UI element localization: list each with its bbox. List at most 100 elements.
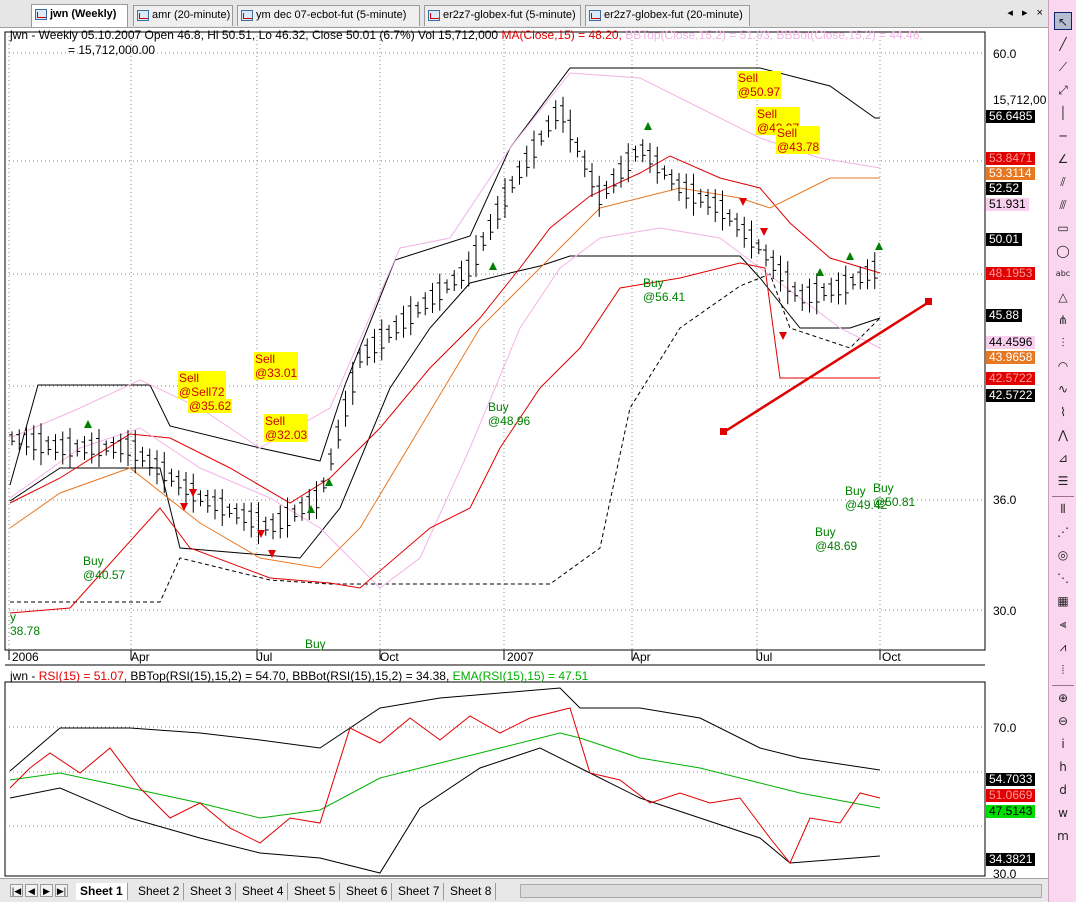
price-header-wrap: = 15,712,000.00 — [68, 43, 156, 57]
tab-ym-dec07[interactable]: ym dec 07-ecbot-fut (5-minute) — [237, 5, 420, 26]
first-sheet-button[interactable]: |◀ — [10, 884, 23, 897]
zoom-out-icon[interactable]: ⊖ — [1057, 714, 1069, 728]
sheet-tab-bar: |◀ ◀ ▶ ▶| Sheet 1 Sheet 2 Sheet 3 Sheet … — [0, 878, 1048, 902]
period-h-icon[interactable]: h — [1059, 760, 1067, 774]
tab-sheet-1[interactable]: Sheet 1 — [76, 883, 128, 900]
extended-line-icon[interactable]: ⤢ — [1058, 83, 1068, 97]
horizontal-line-icon[interactable]: ─ — [1059, 129, 1067, 143]
ray-icon[interactable]: ⟋ — [1058, 60, 1068, 74]
price-value-label: 52.52 — [986, 182, 1023, 195]
rsi-pane-header: jwn - RSI(15) = 51.07, BBTop(RSI(15),15,… — [10, 669, 980, 684]
rsi-ema-indicator-text: EMA(RSI(15),15) = 47.51 — [452, 669, 589, 683]
tab-jwn-weekly[interactable]: jwn (Weekly) — [31, 4, 128, 27]
price-value-label: 50.01 — [986, 233, 1023, 246]
bbbot-indicator-text: BBBot(Close,15,2) = 44.46, — [776, 28, 923, 42]
period-d-icon[interactable]: d — [1059, 783, 1067, 797]
pointer-icon[interactable]: ↖ — [1054, 12, 1072, 30]
horizontal-scrollbar[interactable] — [520, 884, 1042, 898]
fib-time-icon[interactable]: ⦀ — [1060, 502, 1066, 516]
cycle-icon[interactable]: ⌇ — [1060, 405, 1066, 419]
chart-canvas[interactable] — [0, 28, 1048, 878]
parallel-lines-icon[interactable]: ⫽ — [1060, 175, 1066, 189]
period-m-icon[interactable]: m — [1057, 829, 1069, 843]
tab-amr-20-minute[interactable]: amr (20-minute) — [133, 5, 233, 26]
vertical-line-icon[interactable]: │ — [1059, 106, 1067, 120]
prev-sheet-button[interactable]: ◀ — [25, 884, 38, 897]
price-axis-label: 30.0 — [993, 604, 1017, 618]
sell-signal-label: Sell @33.01 — [254, 352, 299, 380]
tab-sheet-2[interactable]: Sheet 2 — [134, 883, 185, 900]
rsi-line — [9, 707, 881, 864]
channel-icon[interactable]: ⫻ — [1059, 198, 1067, 212]
tab-sheet-7[interactable]: Sheet 7 — [394, 883, 445, 900]
triangle-icon[interactable]: △ — [1058, 290, 1068, 304]
trend-line-handle — [720, 428, 727, 435]
chart-area[interactable]: jwn - Weekly 05.10.2007 Open 46.8, Hi 50… — [0, 28, 1050, 881]
fib-fan-icon[interactable]: ⋰ — [1057, 525, 1069, 539]
buy-arrow-icon — [816, 268, 824, 276]
fib-arc-icon[interactable]: ◎ — [1057, 548, 1069, 562]
sell-signal-label: Sell @32.03 — [264, 414, 309, 442]
text-icon[interactable]: abc — [1055, 269, 1071, 278]
andrews-icon[interactable]: ⩘ — [1059, 640, 1067, 654]
cycle-lines-icon[interactable]: ⦙ — [1061, 663, 1065, 677]
tab-er2z7-5-minute[interactable]: er2z7-globex-fut (5-minute) — [424, 5, 581, 26]
price-value-label: 53.3114 — [986, 167, 1035, 180]
bollinger-bottom-line — [9, 227, 881, 589]
rsi-bbtop-indicator-text: BBTop(RSI(15),15,2) = 54.70, — [130, 669, 289, 683]
regression-icon[interactable]: ⊿ — [1057, 451, 1069, 465]
next-sheet-button[interactable]: ▶ — [40, 884, 53, 897]
buy-signal-label: Buy @48.96 — [488, 400, 531, 428]
arc-icon[interactable]: ◠ — [1057, 359, 1069, 373]
fan-icon[interactable]: ⫶ — [1061, 336, 1065, 350]
line-icon[interactable]: ╱ — [1059, 37, 1067, 51]
lower-channel-line — [10, 273, 881, 603]
price-pane-frame — [4, 31, 986, 651]
zigzag-icon[interactable]: ⋀ — [1058, 428, 1068, 442]
zoom-in-icon[interactable]: ⊕ — [1057, 691, 1069, 705]
buy-arrow-icon — [325, 478, 333, 486]
tab-er2z7-20-minute[interactable]: er2z7-globex-fut (20-minute) — [585, 5, 750, 26]
tab-scroll-close-controls[interactable]: ◂ ▸ × — [1007, 7, 1046, 19]
rsi-value-label: 34.3821 — [986, 853, 1036, 866]
tab-label: er2z7-globex-fut (20-minute) — [604, 9, 743, 21]
buy-signal-label: y 38.78 — [10, 610, 41, 638]
sell-arrow-icon — [760, 228, 768, 236]
period-i-icon[interactable]: i — [1061, 737, 1065, 751]
tab-sheet-5[interactable]: Sheet 5 — [290, 883, 341, 900]
tab-sheet-8[interactable]: Sheet 8 — [446, 883, 497, 900]
buy-signal-label: Buy — [305, 637, 326, 651]
date-axis-label: Apr — [632, 650, 651, 664]
sell-arrow-icon — [180, 503, 188, 511]
sell-signal-label: @35.62 — [188, 399, 233, 413]
last-sheet-button[interactable]: ▶| — [55, 884, 68, 897]
tab-sheet-4[interactable]: Sheet 4 — [238, 883, 289, 900]
bbtop-indicator-text: BBTop(Close,15,2) = 51.93, — [625, 28, 773, 42]
date-axis-label: 2007 — [507, 650, 534, 664]
gann-square-icon[interactable]: ▦ — [1057, 594, 1069, 608]
rsi-ema-line — [9, 732, 881, 819]
buy-arrow-icon — [875, 242, 883, 250]
speed-lines-icon[interactable]: ⫷ — [1059, 617, 1067, 631]
price-value-label: 43.9658 — [986, 351, 1036, 364]
sell-signal-label: Sell @Sell72 — [178, 371, 226, 399]
sell-arrow-icon — [779, 332, 787, 340]
wave-icon[interactable]: ∿ — [1057, 382, 1069, 396]
gann-fan-icon[interactable]: ⋱ — [1057, 571, 1069, 585]
ellipse-icon[interactable]: ◯ — [1056, 244, 1070, 258]
rectangle-icon[interactable]: ▭ — [1057, 221, 1069, 235]
rsi-bbbot-indicator-text: BBBot(RSI(15),15,2) = 34.38, — [292, 669, 450, 683]
fib-retracement-icon[interactable]: ☰ — [1057, 474, 1069, 488]
bollinger-top-line — [9, 72, 881, 449]
tab-sheet-6[interactable]: Sheet 6 — [342, 883, 393, 900]
sell-arrow-icon — [257, 530, 265, 538]
angle-line-icon[interactable]: ∠ — [1057, 152, 1069, 166]
rsi-indicator-text: RSI(15) = 51.07, — [38, 669, 128, 683]
buy-arrow-icon — [84, 420, 92, 428]
pitchfork-icon[interactable]: ⋔ — [1057, 313, 1069, 327]
buy-signal-label: Buy @50.81 — [873, 481, 916, 509]
upper-channel-line — [9, 67, 880, 486]
price-value-label: 48.1953 — [986, 267, 1036, 280]
tab-sheet-3[interactable]: Sheet 3 — [186, 883, 237, 900]
period-w-icon[interactable]: w — [1058, 806, 1068, 820]
